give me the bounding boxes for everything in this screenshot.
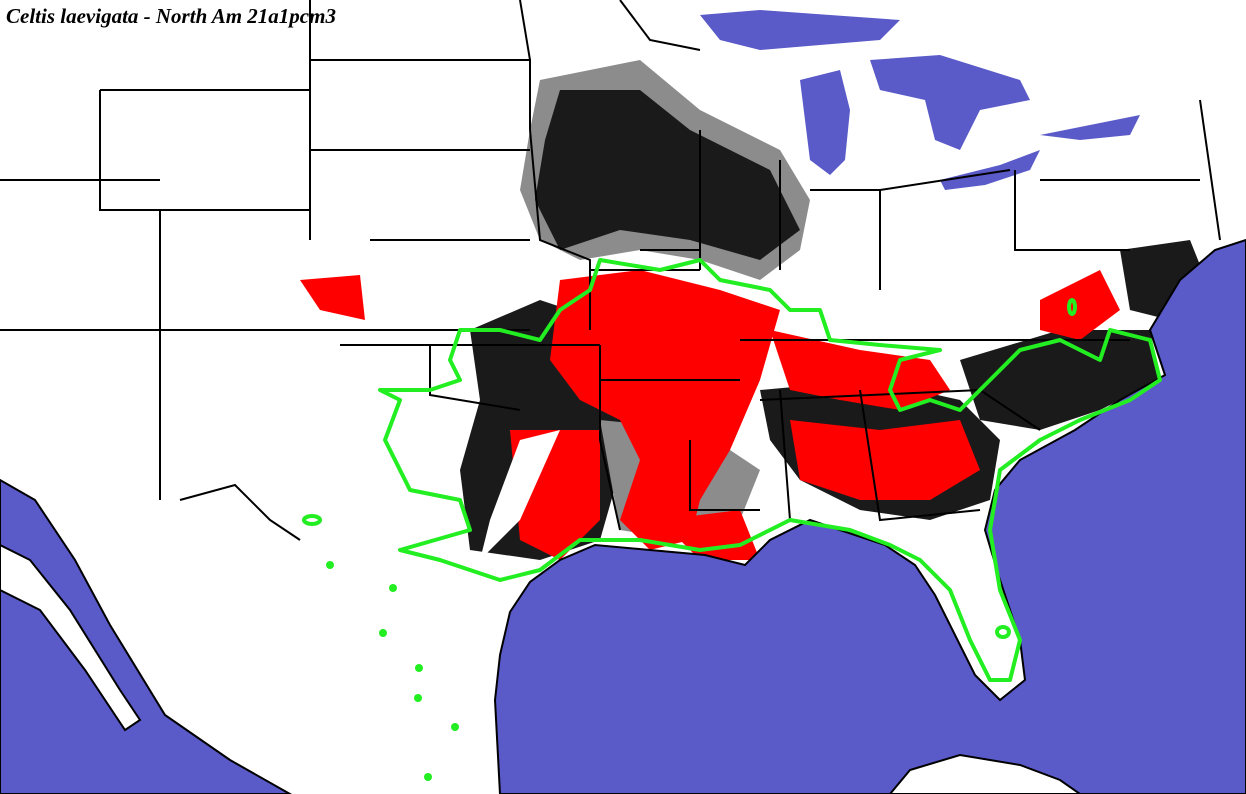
map-shape bbox=[451, 723, 459, 731]
map-shape bbox=[550, 270, 780, 550]
map-shape bbox=[940, 150, 1040, 190]
map-shape bbox=[378, 258, 1162, 682]
map-shape bbox=[790, 420, 980, 500]
map-shape bbox=[1040, 115, 1140, 140]
map-shape bbox=[424, 773, 432, 781]
map-shape bbox=[0, 0, 1221, 541]
map-shape bbox=[960, 330, 1160, 430]
range-outline bbox=[302, 258, 1162, 781]
map-shape bbox=[415, 664, 423, 672]
map-shape bbox=[0, 478, 293, 794]
map-shape bbox=[1067, 298, 1077, 316]
map-shape bbox=[302, 514, 322, 526]
map-shape bbox=[389, 584, 397, 592]
map-shape bbox=[414, 694, 422, 702]
map-shape bbox=[995, 625, 1011, 639]
map-shape bbox=[888, 753, 1082, 794]
map-shape bbox=[700, 10, 900, 50]
map-shape bbox=[326, 561, 334, 569]
map-shape bbox=[1040, 270, 1120, 340]
map-title: Celtis laevigata - North Am 21a1pcm3 bbox=[6, 4, 336, 28]
map-shape bbox=[300, 275, 365, 320]
map-shape bbox=[379, 629, 387, 637]
water bbox=[0, 10, 1246, 794]
map-shape bbox=[800, 70, 850, 175]
map-shape bbox=[870, 55, 1030, 150]
map-shape bbox=[0, 543, 142, 732]
map-shape bbox=[480, 430, 560, 560]
state-borders bbox=[0, 0, 1221, 541]
map-shape bbox=[535, 90, 800, 260]
map-shape bbox=[770, 330, 950, 410]
